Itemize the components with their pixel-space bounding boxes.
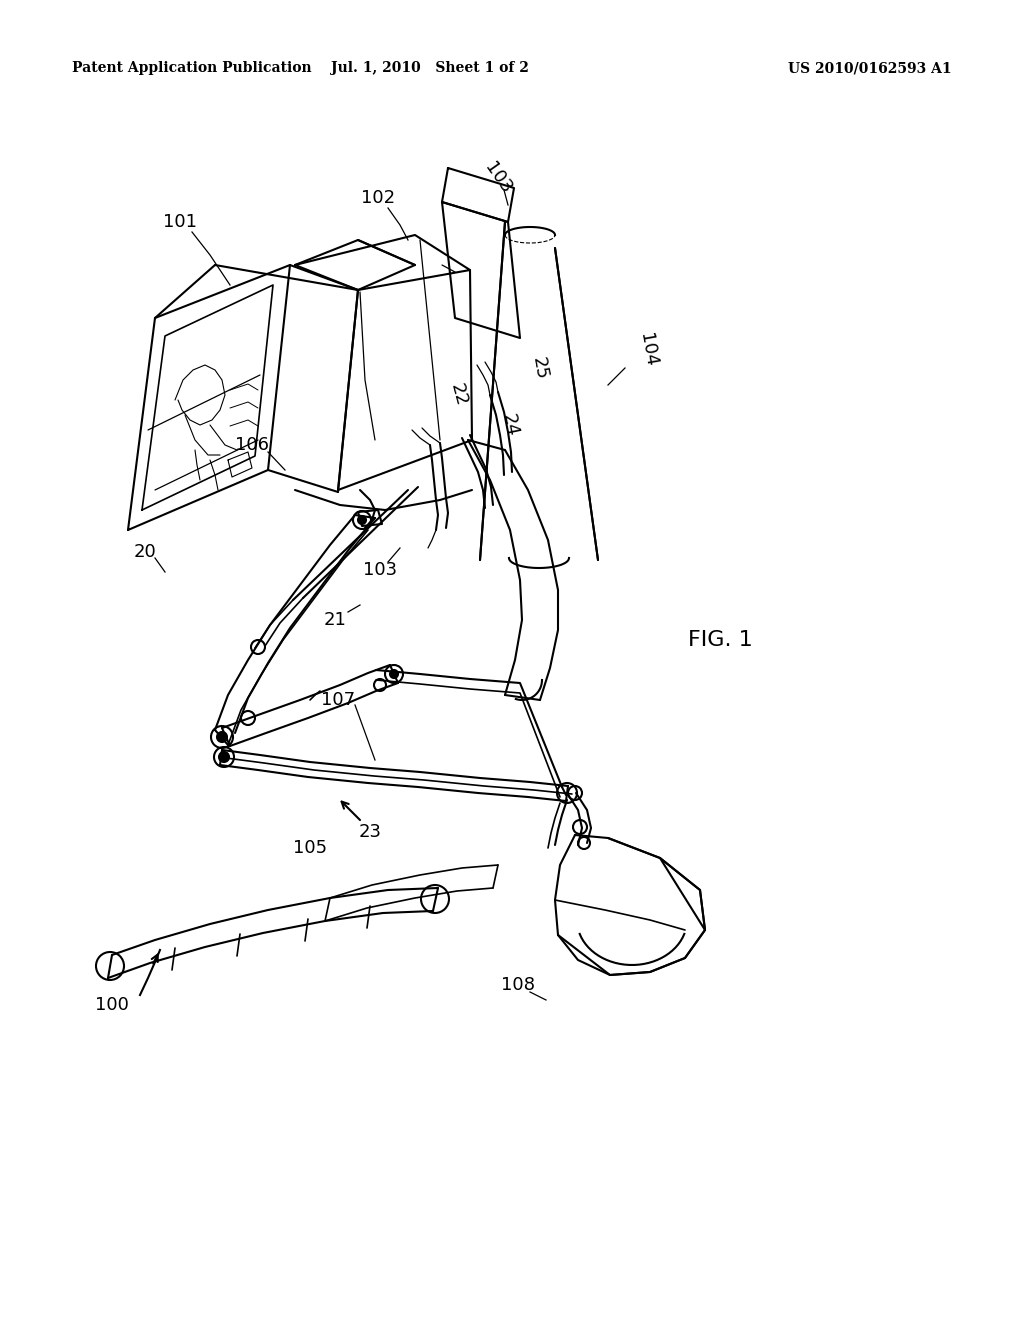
Text: 105: 105 [293,840,327,857]
Text: 102: 102 [360,189,395,207]
Text: 104: 104 [636,331,659,368]
Text: Jul. 1, 2010   Sheet 1 of 2: Jul. 1, 2010 Sheet 1 of 2 [331,61,529,75]
Text: 107: 107 [321,690,355,709]
Text: 20: 20 [133,543,157,561]
Text: 25: 25 [529,355,551,381]
Text: 24: 24 [499,412,521,438]
Text: FIG. 1: FIG. 1 [688,630,753,649]
Circle shape [390,671,398,678]
Text: 106: 106 [234,436,269,454]
Text: 103: 103 [481,158,515,197]
Text: 22: 22 [446,381,470,408]
Text: 108: 108 [501,975,535,994]
Text: 103: 103 [362,561,397,579]
Circle shape [217,733,227,742]
Text: Patent Application Publication: Patent Application Publication [72,61,311,75]
Text: US 2010/0162593 A1: US 2010/0162593 A1 [788,61,952,75]
Text: 101: 101 [163,213,197,231]
Circle shape [219,752,229,762]
Circle shape [358,516,366,524]
Text: 23: 23 [358,822,382,841]
Text: 21: 21 [324,611,346,630]
Text: 100: 100 [95,997,129,1014]
